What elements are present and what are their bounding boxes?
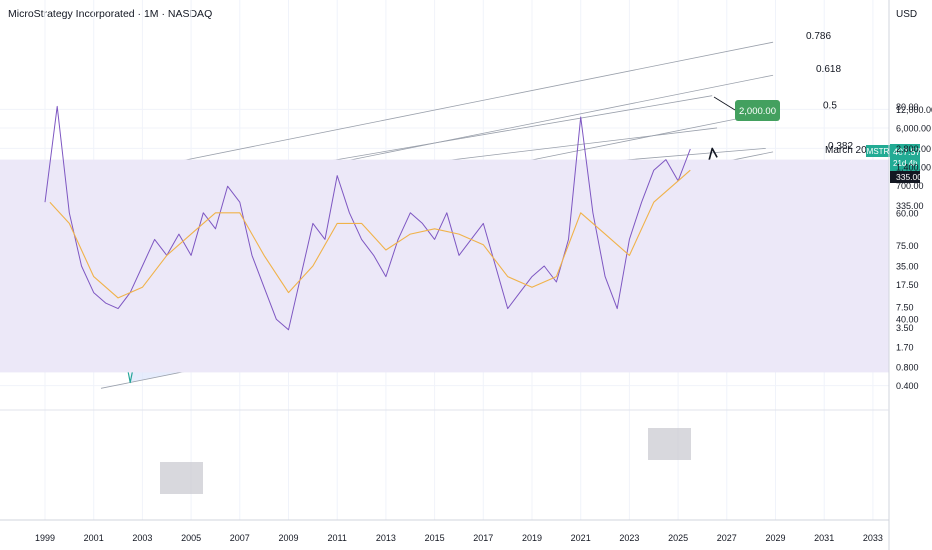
march-2000-label: March 2000 bbox=[825, 145, 878, 156]
symbol-tag bbox=[866, 145, 890, 157]
rsi-axis-label: 60.00 bbox=[896, 208, 919, 218]
time-axis-label: 2013 bbox=[376, 533, 396, 543]
price-axis-label: 3.50 bbox=[896, 323, 914, 333]
time-axis-label: 2001 bbox=[84, 533, 104, 543]
level-tag-label: 335.00 bbox=[896, 172, 922, 182]
fib-level-label: 0.5 bbox=[823, 101, 837, 112]
time-axis-label: 2033 bbox=[863, 533, 883, 543]
rsi-highlight-box bbox=[160, 462, 203, 494]
time-axis-label: 2029 bbox=[765, 533, 785, 543]
time-axis-label: 2023 bbox=[619, 533, 639, 543]
fib-level-label: 0.618 bbox=[816, 64, 841, 75]
price-axis-label: 700.00 bbox=[896, 181, 924, 191]
time-axis-label: 2017 bbox=[473, 533, 493, 543]
target-pointer bbox=[713, 96, 736, 111]
rsi-panel bbox=[0, 105, 889, 494]
price-axis-label: 7.50 bbox=[896, 303, 914, 313]
level-tag bbox=[890, 171, 920, 183]
fib-level-label: 0.382 bbox=[828, 141, 853, 152]
price-axis-label: 75.00 bbox=[896, 241, 919, 251]
time-axis-label: 2019 bbox=[522, 533, 542, 543]
series-rsi-ma bbox=[49, 169, 691, 299]
series-rsi bbox=[44, 105, 691, 331]
price-axis-label: 1,400.00 bbox=[896, 162, 931, 172]
time-axis-label: 2007 bbox=[230, 533, 250, 543]
time-axis-label: 2011 bbox=[328, 533, 347, 543]
symbol-tag-label: MSTR bbox=[867, 147, 890, 156]
price-axis-label: 17.50 bbox=[896, 280, 919, 290]
price-axis-label: 35.00 bbox=[896, 261, 919, 271]
time-axis-label: 2009 bbox=[278, 533, 298, 543]
price-axis-label: 0.800 bbox=[896, 363, 919, 373]
time-axis-label: 2025 bbox=[668, 533, 688, 543]
target-box bbox=[735, 100, 780, 121]
time-axis-label: 1999 bbox=[35, 533, 55, 543]
chart-title: MicroStrategy Incorporated · 1M · NASDAQ bbox=[8, 8, 213, 20]
time-axis-label: 2027 bbox=[717, 533, 737, 543]
time-axis-label: 2015 bbox=[425, 533, 445, 543]
current-price-value: 407.57 bbox=[893, 147, 921, 157]
fib-level-label: 0.786 bbox=[806, 31, 831, 42]
current-price-countdown: 21d 4h bbox=[893, 159, 917, 168]
price-axis-label: 1.70 bbox=[896, 342, 914, 352]
price-axis-label: 2,800.00 bbox=[896, 144, 931, 154]
rsi-highlight-box bbox=[648, 428, 691, 460]
current-price-tag bbox=[890, 144, 920, 171]
rsi-axis-label: 80.00 bbox=[896, 102, 919, 112]
price-axis-label: 0.400 bbox=[896, 381, 919, 391]
time-axis-label: 2021 bbox=[571, 533, 591, 543]
target-label: 2,000.00 bbox=[739, 106, 776, 117]
time-axis-label: 2031 bbox=[814, 533, 834, 543]
currency-label[interactable]: USD bbox=[896, 9, 918, 20]
time-axis-label: 2005 bbox=[181, 533, 201, 543]
rsi-band bbox=[0, 159, 889, 373]
price-axis-label: 6,000.00 bbox=[896, 123, 931, 133]
price-axis-label: 12,000.00 bbox=[896, 105, 932, 115]
price-axis-label: 335.00 bbox=[896, 201, 924, 211]
rsi-axis-label: 40.00 bbox=[896, 315, 919, 325]
time-axis-label: 2003 bbox=[132, 533, 152, 543]
